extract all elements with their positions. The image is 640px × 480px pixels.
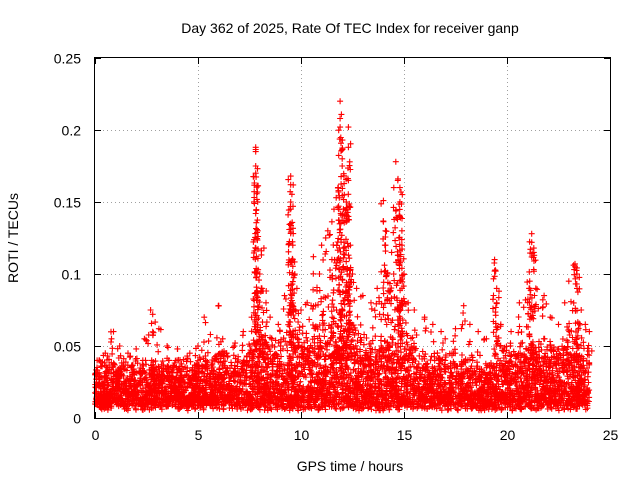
band-point	[389, 375, 396, 382]
band-point	[317, 362, 323, 369]
band-point	[184, 383, 191, 390]
band-point	[172, 357, 179, 364]
band-point	[454, 406, 461, 413]
band-point	[311, 339, 318, 346]
band-point	[562, 384, 569, 391]
band-point	[187, 358, 194, 365]
band-point	[184, 384, 190, 391]
band-point	[304, 338, 311, 344]
band-point	[104, 356, 110, 363]
band-point	[585, 342, 592, 349]
band-point	[285, 362, 292, 369]
band-point	[427, 357, 434, 364]
band-point	[518, 340, 524, 347]
band-point	[416, 352, 423, 359]
band-point	[573, 335, 580, 342]
band-point	[210, 405, 217, 412]
band-point	[134, 387, 141, 394]
band-point	[540, 335, 547, 342]
band-point	[404, 332, 411, 339]
band-point	[528, 387, 535, 393]
band-point	[584, 373, 591, 380]
band-point	[277, 347, 284, 354]
band-point	[386, 406, 393, 413]
band-point	[199, 369, 206, 376]
band-point	[445, 407, 451, 414]
band-point	[297, 378, 304, 385]
band-point	[224, 353, 231, 360]
band-point	[459, 352, 465, 358]
band-point	[159, 358, 166, 365]
band-point	[228, 359, 235, 366]
band-point	[556, 367, 563, 373]
band-point	[419, 348, 426, 355]
band-point	[517, 343, 523, 350]
band-point	[554, 370, 561, 377]
band-point	[278, 353, 285, 360]
band-point	[332, 405, 339, 411]
band-point	[331, 342, 338, 349]
chart-title: Day 362 of 2025, Rate Of TEC Index for r…	[181, 20, 519, 36]
band-point	[500, 355, 507, 361]
band-point	[372, 333, 379, 340]
band-point	[559, 336, 566, 342]
band-point	[324, 346, 330, 353]
band-point	[239, 347, 246, 354]
band-point	[526, 360, 533, 367]
data-points	[92, 98, 595, 414]
band-point	[328, 361, 335, 368]
band-point	[228, 362, 235, 369]
